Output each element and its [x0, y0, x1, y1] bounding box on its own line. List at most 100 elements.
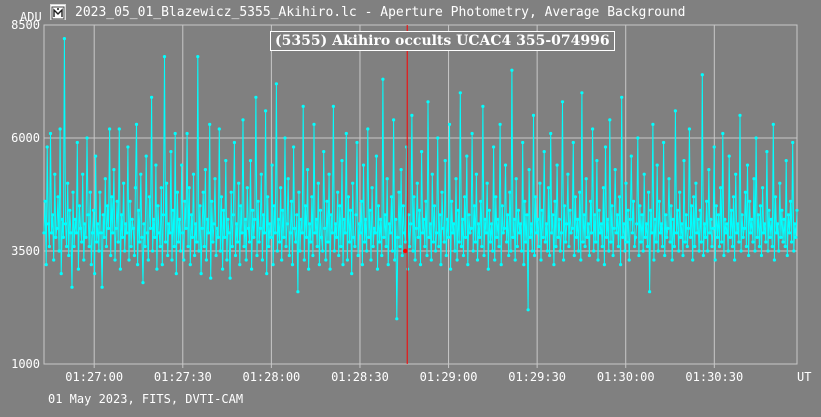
data-point: [216, 235, 220, 239]
data-point: [120, 235, 125, 239]
data-point: [516, 208, 521, 212]
data-point: [58, 127, 62, 131]
data-point: [211, 240, 215, 244]
data-point: [468, 231, 472, 235]
data-point: [222, 208, 226, 212]
plot-frame: [43, 24, 798, 365]
data-point: [498, 122, 502, 126]
data-point: [347, 240, 352, 244]
data-point: [94, 154, 98, 158]
data-point: [514, 177, 518, 181]
data-point: [629, 154, 633, 158]
data-point: [45, 145, 49, 149]
data-point: [325, 199, 329, 203]
data-point: [620, 95, 624, 99]
data-point: [567, 244, 571, 249]
data-point: [426, 100, 430, 104]
data-point: [585, 235, 589, 239]
data-point: [187, 186, 191, 190]
data-point: [387, 222, 391, 226]
data-point: [762, 231, 766, 235]
data-point: [711, 226, 715, 230]
data-point: [688, 235, 693, 239]
data-point: [682, 159, 686, 163]
data-point: [157, 231, 161, 235]
data-point: [181, 231, 185, 235]
data-point: [510, 68, 514, 72]
data-point: [601, 186, 606, 190]
data-point: [317, 263, 321, 267]
data-point: [292, 145, 296, 149]
app-icon[interactable]: [50, 4, 66, 20]
data-point: [704, 235, 708, 239]
data-point: [733, 258, 737, 262]
data-point: [719, 186, 723, 190]
data-point: [122, 181, 126, 185]
data-point: [203, 168, 207, 172]
data-point: [627, 258, 631, 262]
data-point: [470, 131, 474, 136]
data-point: [338, 204, 342, 208]
data-point: [257, 240, 261, 244]
data-point: [129, 244, 133, 249]
data-point: [710, 244, 714, 249]
data-point: [232, 140, 236, 145]
data-point: [794, 235, 798, 239]
data-point: [569, 231, 573, 235]
data-point: [415, 181, 419, 185]
data-point: [115, 199, 119, 203]
data-point: [506, 213, 510, 217]
data-point: [713, 258, 717, 262]
data-point: [76, 267, 80, 271]
data-point: [99, 231, 103, 235]
data-point: [551, 213, 555, 217]
data-point: [74, 231, 78, 235]
data-point: [792, 249, 796, 253]
data-point: [356, 253, 360, 258]
data-point: [788, 199, 793, 203]
data-point: [499, 263, 503, 267]
data-point: [353, 244, 357, 249]
data-point: [645, 244, 650, 249]
data-point: [128, 199, 132, 203]
data-point: [594, 240, 598, 244]
data-point: [724, 231, 728, 235]
data-point: [111, 231, 115, 235]
data-point: [183, 199, 187, 203]
data-point: [82, 258, 86, 262]
data-point: [294, 240, 298, 244]
data-point: [267, 244, 271, 249]
data-point: [382, 235, 386, 239]
data-point: [741, 235, 745, 239]
data-point: [614, 231, 618, 235]
data-point: [699, 240, 703, 244]
data-point: [505, 240, 509, 244]
data-point: [456, 208, 460, 212]
data-point: [225, 258, 229, 262]
data-point: [70, 285, 74, 289]
data-point: [313, 231, 317, 235]
data-point: [259, 172, 263, 176]
data-point: [665, 235, 669, 239]
data-point: [100, 285, 104, 289]
data-point: [376, 204, 381, 208]
data-point: [784, 159, 788, 163]
data-point: [301, 104, 305, 108]
data-point: [241, 118, 245, 122]
data-point: [118, 267, 122, 271]
data-point: [85, 136, 89, 140]
data-point: [276, 217, 281, 221]
data-point: [472, 204, 476, 208]
data-point: [306, 168, 310, 172]
data-point: [571, 140, 575, 145]
data-point: [485, 181, 489, 185]
data-point: [429, 258, 433, 262]
data-point: [308, 222, 312, 226]
data-point: [235, 222, 239, 226]
data-point: [297, 190, 301, 194]
data-point: [778, 181, 782, 185]
data-point: [432, 204, 437, 208]
data-point: [189, 213, 193, 217]
data-point: [349, 208, 353, 212]
